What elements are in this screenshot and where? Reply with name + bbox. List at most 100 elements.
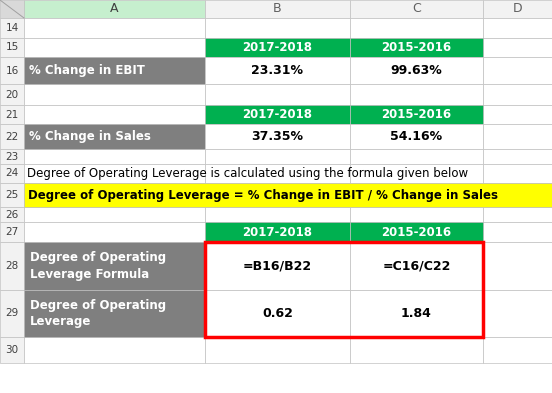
Bar	[24, 149, 205, 164]
Bar	[350, 164, 483, 183]
Bar	[0, 222, 24, 242]
Bar	[24, 183, 552, 207]
Text: 16: 16	[6, 66, 19, 75]
Bar	[483, 207, 552, 222]
Bar	[205, 0, 350, 18]
Bar	[350, 105, 483, 124]
Bar	[0, 242, 24, 290]
Text: =B16/B22: =B16/B22	[243, 259, 312, 272]
Bar	[205, 38, 350, 57]
Bar	[350, 0, 483, 18]
Bar	[205, 149, 350, 164]
Bar	[24, 242, 205, 290]
Bar	[483, 149, 552, 164]
Bar	[350, 38, 483, 57]
Bar	[483, 18, 552, 38]
Text: 25: 25	[6, 190, 19, 200]
Text: Degree of Operating Leverage is calculated using the formula given below: Degree of Operating Leverage is calculat…	[27, 167, 468, 180]
Text: 37.35%: 37.35%	[252, 130, 304, 143]
Text: 21: 21	[6, 110, 19, 119]
Bar	[24, 57, 205, 84]
Bar	[350, 222, 483, 242]
Bar	[483, 0, 552, 18]
Bar	[483, 242, 552, 290]
Bar	[205, 57, 350, 84]
Text: 54.16%: 54.16%	[390, 130, 443, 143]
Bar	[205, 105, 350, 124]
Text: 30: 30	[6, 345, 19, 355]
Bar	[24, 222, 205, 242]
Bar	[350, 183, 483, 207]
Bar	[350, 337, 483, 363]
Bar	[24, 183, 205, 207]
Bar	[24, 290, 205, 337]
Bar	[483, 57, 552, 84]
Text: 29: 29	[6, 309, 19, 318]
Text: 27: 27	[6, 227, 19, 237]
Bar	[483, 84, 552, 105]
Bar	[0, 124, 24, 149]
Bar	[0, 84, 24, 105]
Text: Degree of Operating
Leverage Formula: Degree of Operating Leverage Formula	[30, 251, 166, 281]
Bar	[0, 57, 24, 84]
Bar	[350, 149, 483, 164]
Bar	[24, 38, 205, 57]
Bar	[483, 222, 552, 242]
Bar	[24, 337, 205, 363]
Bar	[205, 290, 350, 337]
Bar	[205, 38, 350, 57]
Bar	[24, 124, 205, 149]
Bar	[0, 38, 24, 57]
Text: 0.62: 0.62	[262, 307, 293, 320]
Bar	[350, 57, 483, 84]
Bar	[350, 124, 483, 149]
Bar	[483, 290, 552, 337]
Text: 2017-2018: 2017-2018	[242, 108, 312, 121]
Bar	[205, 18, 350, 38]
Bar	[205, 242, 350, 290]
Bar	[205, 105, 350, 124]
Bar	[0, 183, 24, 207]
Text: 2015-2016: 2015-2016	[381, 226, 452, 239]
Bar	[0, 290, 24, 337]
Bar	[205, 242, 483, 337]
Bar	[24, 290, 205, 337]
Bar	[0, 18, 24, 38]
Text: 22: 22	[6, 132, 19, 141]
Bar	[350, 105, 483, 124]
Bar	[483, 183, 552, 207]
Text: 2015-2016: 2015-2016	[381, 108, 452, 121]
Bar	[350, 222, 483, 242]
Bar	[24, 57, 205, 84]
Text: 24: 24	[6, 169, 19, 178]
Bar	[205, 124, 350, 149]
Bar	[350, 84, 483, 105]
Text: Degree of Operating Leverage = % Change in EBIT / % Change in Sales: Degree of Operating Leverage = % Change …	[28, 189, 498, 202]
Text: 20: 20	[6, 90, 19, 99]
Bar	[0, 337, 24, 363]
Text: % Change in EBIT: % Change in EBIT	[29, 64, 145, 77]
Text: 2017-2018: 2017-2018	[242, 226, 312, 239]
Bar	[205, 124, 350, 149]
Bar	[24, 124, 205, 149]
Bar	[483, 38, 552, 57]
Text: Degree of Operating
Leverage: Degree of Operating Leverage	[30, 299, 166, 328]
Bar	[24, 207, 205, 222]
Bar	[24, 164, 205, 183]
Text: 15: 15	[6, 42, 19, 53]
Bar	[205, 57, 350, 84]
Bar	[205, 183, 350, 207]
Text: 1.84: 1.84	[401, 307, 432, 320]
Bar	[24, 84, 205, 105]
Bar	[24, 105, 205, 124]
Bar	[483, 337, 552, 363]
Bar	[205, 290, 350, 337]
Bar	[350, 242, 483, 290]
Text: 14: 14	[6, 23, 19, 33]
Text: 26: 26	[6, 209, 19, 220]
Text: 2017-2018: 2017-2018	[242, 41, 312, 54]
Text: D: D	[513, 2, 522, 15]
Bar	[205, 242, 350, 290]
Bar	[205, 222, 350, 242]
Bar	[205, 337, 350, 363]
